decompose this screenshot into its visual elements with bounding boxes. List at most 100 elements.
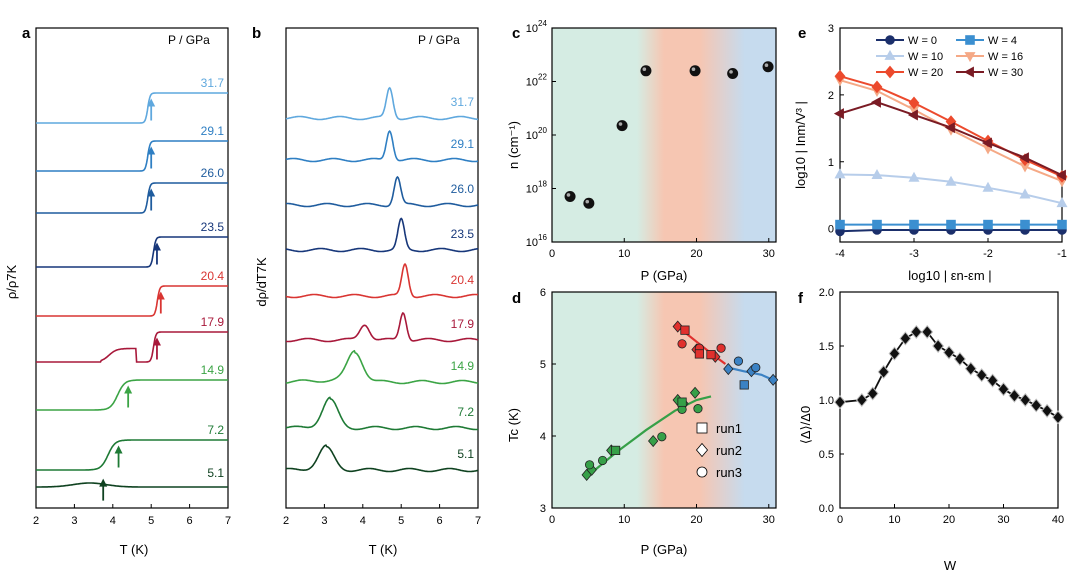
data-point-highlight-c-3 [642,67,647,71]
pressure-label-a: P / GPa [168,33,210,47]
y-tick-label-c: 10 [526,77,538,89]
phase-zones-c [552,28,776,242]
data-point-d-green-square [610,445,621,456]
arrow-head-20.4 [156,291,165,300]
data-point-f-1 [855,392,868,408]
legend-label-e: W = 16 [988,51,1023,63]
x-axis-label-e: log10 | εn-εm | [908,268,991,283]
trace-a-29.1 [36,140,228,172]
x-tick-label-a: 2 [33,515,39,527]
pressure-value-a-14.9: 14.9 [201,363,225,377]
pressure-value-a-31.7: 31.7 [201,76,225,90]
data-point-f-8 [932,338,945,354]
pressure-value-a-5.1: 5.1 [207,466,224,480]
data-point-f-7 [921,324,934,339]
legend-marker-e-w0 [885,35,895,45]
data-point-d-red-square [694,349,705,359]
x-tick-label-a: 4 [110,515,116,527]
trace-b-17.9 [285,312,479,343]
data-point-e-w4 [872,219,882,230]
panel-b: b P / GPa T (K) dρ/dT7K 2 3 4 5 6 7 31.7 29.1 26… [252,25,481,557]
trace-b-5.1 [286,444,479,473]
y-axis-label-c: n (cm⁻¹) [506,121,521,169]
panel-letter-d: d [512,290,521,307]
y-tick-exponent-c: 22 [538,73,547,82]
y-axis-label-e: log10 | Inm/V³ | [793,101,808,189]
data-point-c-6 [762,61,774,73]
legend-label-e: W = 10 [908,51,943,63]
panel-letter-e: e [798,25,806,42]
data-point-e-w10 [871,169,883,180]
data-point-e-w10 [982,181,994,192]
data-point-e-w30 [833,108,844,120]
x-tick-label-c: 10 [618,248,630,260]
data-point-f-5 [899,331,912,346]
x-tick-label-b: 2 [283,515,289,527]
trace-b-14.9 [285,349,479,385]
x-tick-label-d: 30 [763,514,775,526]
x-tick-label-d: 20 [690,514,702,526]
trace-a-31.7 [36,92,228,124]
arrow-head-23.5 [152,242,161,251]
axis-frame-d [551,291,777,509]
data-point-c-4 [689,65,701,77]
data-point-c-0 [564,191,576,203]
legend-marker-e-w20 [884,65,896,79]
panel-e: e log10 | εn-εm | log10 | Inm/V³ | -4 -3 -… [793,23,1068,283]
data-point-e-w20 [908,96,920,110]
pressure-value-b-7.2: 7.2 [457,405,474,419]
data-point-e-w4 [946,219,956,230]
y-tick-label-f: 0.0 [819,503,834,515]
x-tick-label-c: 30 [763,248,775,260]
data-point-highlight-c-5 [729,70,733,74]
data-point-e-w4 [1020,219,1030,230]
trace-a-23.5 [36,236,228,268]
trace-a-14.9 [36,379,228,411]
data-point-d-blue-square [739,380,749,390]
data-point-f-2 [866,386,879,401]
x-axis-label-b: T (K) [369,542,398,557]
y-tick-label-e: 0 [828,224,834,236]
data-point-e-w4 [1057,219,1067,230]
arrow-head-7.2 [114,445,123,454]
arrow-head-17.9 [152,337,161,346]
axis-frame-e [839,27,1063,243]
y-tick-exponent-c: 24 [538,19,547,28]
data-point-d-blue-circle [733,356,744,366]
x-tick-label-a: 3 [71,515,77,527]
legend-label-e: W = 4 [988,35,1017,47]
data-point-e-w30 [1018,152,1029,164]
y-tick-label-d: 4 [540,431,546,443]
x-axis-label-c: P (GPa) [641,268,688,283]
data-point-highlight-c-0 [566,193,571,197]
data-point-f-4 [888,346,901,361]
data-point-f-0 [834,395,846,410]
data-point-e-w30 [944,122,955,134]
panel-a: a P / GPa T (K) ρ/ρ7K 2 3 4 5 6 7 31.7 29.1 26.0… [4,25,231,557]
data-point-d-green-square [677,397,687,407]
pressure-value-b-26.0: 26.0 [451,182,475,196]
y-tick-label-c: 10 [526,23,538,35]
trace-a-7.2 [36,439,228,471]
data-point-d-green-circle [597,455,608,466]
x-tick-label-e: -3 [909,248,919,260]
y-tick-label-f: 1.0 [819,395,834,407]
data-point-e-w30 [981,137,992,149]
y-tick-exponent-c: 18 [538,180,547,189]
data-point-d-blue-circle [751,362,761,373]
data-point-e-w30 [1055,169,1066,181]
panel-letter-b: b [252,25,261,42]
data-point-e-w4 [983,219,993,230]
data-point-e-w4 [835,219,845,230]
legend-marker-e-w10 [884,49,896,60]
trace-a-17.9 [36,331,228,363]
arrow-head-31.7 [147,98,156,107]
data-point-e-w10 [1019,188,1031,199]
x-tick-label-b: 6 [437,515,443,527]
pressure-value-a-17.9: 17.9 [201,315,225,329]
data-point-d-red-circle [716,343,726,353]
legend-marker-e-w4 [965,35,975,45]
legend-label-e: W = 30 [988,67,1023,79]
panel-f: f W ⟨Δ⟩/Δ0 0 10 20 30 40 0.0 0.5 1.0 1.5 2.0 [798,287,1064,573]
y-tick-exponent-c: 16 [538,233,547,242]
